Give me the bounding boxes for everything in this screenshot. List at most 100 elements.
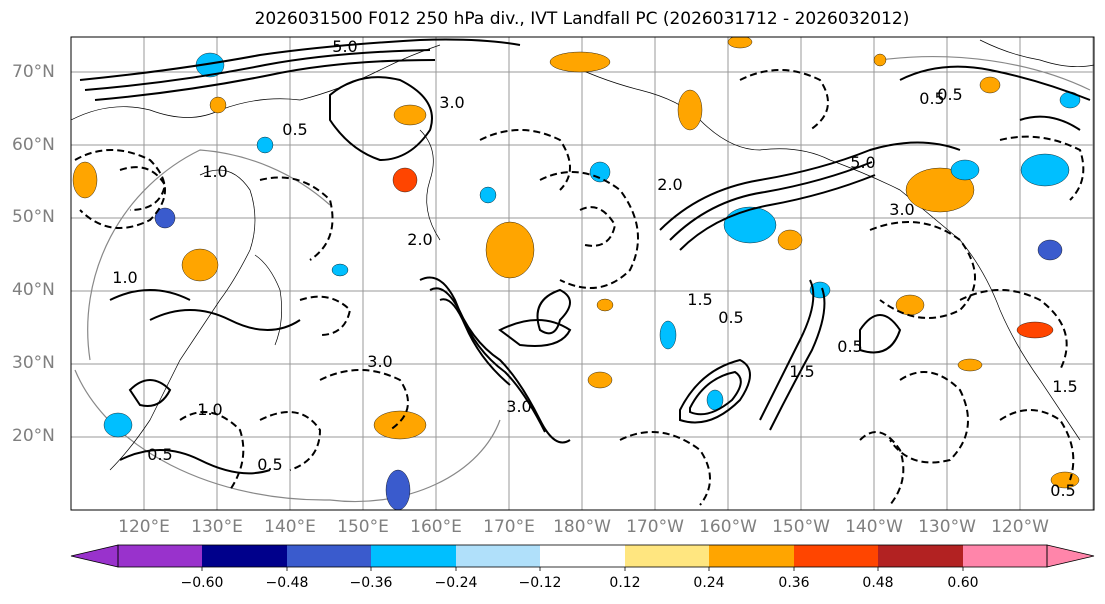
contour-label: 1.5 [687, 290, 712, 309]
colorbar-tick-label: 0.12 [609, 575, 641, 591]
divergence-blob [957, 358, 983, 372]
lon-label: 170°E [483, 517, 535, 537]
divergence-blob [809, 281, 831, 299]
divergence-blob [777, 229, 803, 251]
lon-label: 140°W [845, 517, 903, 537]
divergence-blob [727, 37, 753, 49]
divergence-blob [1016, 321, 1054, 339]
colorbar-tick-label: −0.60 [180, 575, 224, 591]
divergence-blob [1020, 153, 1070, 187]
ivt-contour-solid [109, 289, 191, 301]
lon-label: 130°E [191, 517, 243, 537]
lat-label: 40°N [12, 280, 55, 300]
lon-label: 150°E [337, 517, 389, 537]
colorbar-tick-label: 0.60 [947, 575, 979, 591]
ivt-contour-solid [689, 370, 742, 416]
lat-label: 60°N [12, 135, 55, 155]
ivt-contour-solid [669, 161, 873, 241]
ivt-contour-solid [679, 174, 876, 251]
ivt-contour-dashed [259, 411, 322, 471]
ivt-contour-dashed [889, 371, 969, 464]
lon-label: 130°W [918, 517, 976, 537]
divergence-blob [950, 159, 980, 181]
coastline [419, 129, 441, 241]
contour-label: 0.5 [257, 455, 282, 474]
contour-label: 1.5 [1052, 377, 1077, 396]
lon-label: 180°W [553, 517, 611, 537]
contour-label: 0.5 [1050, 481, 1075, 500]
divergence-blob [479, 186, 497, 204]
contour-label: 5.0 [332, 37, 357, 56]
ivt-contour-dashed [179, 411, 245, 491]
lon-label: 160°E [410, 517, 462, 537]
ivt-contour-solid [94, 59, 436, 101]
ivt-contour-dashed [619, 431, 711, 506]
ivt-contour-solid [84, 49, 431, 91]
colorbar-tick-label: −0.48 [265, 575, 309, 591]
lon-label: 160°W [699, 517, 757, 537]
ivt-contour-solid [498, 319, 572, 347]
divergence-blob [723, 206, 777, 244]
divergence-blob [181, 248, 219, 282]
divergence-blob [589, 161, 611, 183]
ivt-contour-dashed [119, 166, 167, 211]
projection-arc [87, 149, 331, 361]
divergence-blob [373, 410, 427, 440]
divergence-blob [1037, 239, 1063, 261]
lon-label: 150°W [772, 517, 830, 537]
colorbar-tick-label: 0.36 [778, 575, 810, 591]
projection-arc [879, 56, 1091, 91]
contour-label: 2.0 [407, 230, 432, 249]
ivt-contours [74, 38, 1091, 506]
ivt-contour-dashed [579, 206, 617, 247]
coastline [71, 44, 441, 121]
ivt-contour-solid [439, 298, 511, 386]
divergence-blob [905, 167, 975, 213]
divergence-blob [154, 207, 176, 229]
contour-label: 3.0 [367, 352, 392, 371]
ivt-contour-dashed [319, 369, 409, 431]
lon-label: 140°E [264, 517, 316, 537]
divergence-blob [979, 76, 1001, 94]
divergence-blob [385, 469, 411, 510]
lon-label: 170°W [626, 517, 684, 537]
contour-label: 1.0 [202, 162, 227, 181]
colorbar-tick-label: 0.48 [862, 575, 894, 591]
contour-label: 3.0 [439, 93, 464, 112]
coastline [109, 169, 256, 471]
divergence-blob [485, 221, 535, 279]
divergence-blob [549, 51, 611, 73]
colorbar-tick-label: −0.24 [434, 575, 478, 591]
lon-label: 120°W [991, 517, 1049, 537]
lon-label: 120°E [118, 517, 170, 537]
ivt-contour-solid [769, 287, 826, 431]
ivt-contour-solid [899, 65, 1091, 101]
contour-label: 3.0 [506, 397, 531, 416]
ivt-contour-solid [149, 309, 301, 331]
divergence-blob [256, 136, 274, 154]
contour-label: 0.5 [837, 337, 862, 356]
ivt-contour-solid [128, 379, 172, 407]
ivt-contour-solid [429, 287, 546, 433]
contour-labels: 5.0 3.0 0.5 1.0 2.0 1.5 0.5 3.0 5.0 3.0 1.0 0.5 2.0 0… [112, 37, 1077, 500]
ivt-contour-dashed [859, 431, 905, 506]
colorbar-tick-label: −0.12 [518, 575, 562, 591]
lat-label: 30°N [12, 353, 55, 373]
divergence-blob [209, 96, 227, 114]
divergence-blob [72, 161, 98, 199]
contour-label: 5.0 [850, 153, 875, 172]
contour-label: 3.0 [889, 200, 914, 219]
divergence-blob [587, 371, 613, 389]
chart-title: 2026031500 F012 250 hPa div., IVT Landfa… [254, 9, 910, 29]
ivt-contour-solid [859, 314, 902, 354]
ivt-contour-dashed [999, 135, 1085, 201]
ivt-contour-solid [659, 141, 961, 231]
ivt-contour-solid [536, 288, 571, 335]
divergence-blob [393, 104, 427, 126]
colorbar-tick-label: −0.36 [349, 575, 393, 591]
contour-label: 0.5 [282, 120, 307, 139]
contour-label: 0.5 [937, 85, 962, 104]
contour-label: 0.5 [919, 89, 944, 108]
contour-label: 1.0 [112, 268, 137, 287]
lat-label: 70°N [12, 62, 55, 82]
